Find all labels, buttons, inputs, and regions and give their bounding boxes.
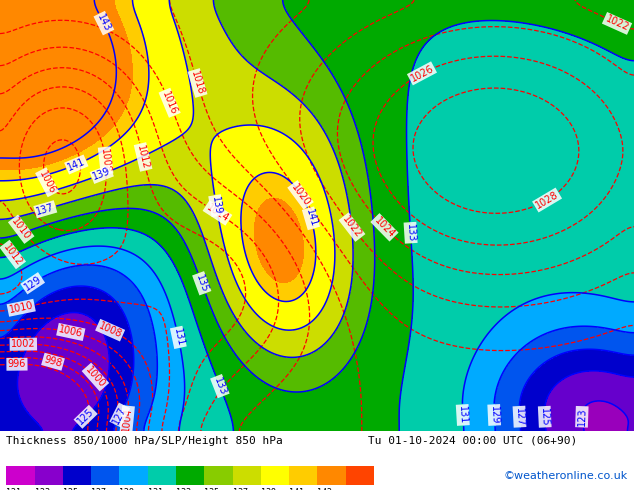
Text: 998: 998 — [43, 354, 63, 369]
Text: 123: 123 — [35, 488, 49, 490]
Bar — [91, 466, 119, 485]
Text: 131: 131 — [148, 488, 163, 490]
Text: 1008: 1008 — [100, 148, 112, 173]
Text: ©weatheronline.co.uk: ©weatheronline.co.uk — [503, 471, 628, 481]
Text: 125: 125 — [75, 407, 96, 427]
Text: 129: 129 — [119, 488, 134, 490]
Text: 1006: 1006 — [58, 324, 84, 340]
Text: 996: 996 — [8, 359, 26, 369]
Text: 141: 141 — [304, 208, 318, 228]
Text: 1000: 1000 — [84, 365, 107, 390]
Bar — [233, 466, 261, 485]
Text: 1028: 1028 — [534, 190, 560, 211]
Text: 139: 139 — [210, 196, 223, 216]
Text: 1022: 1022 — [340, 214, 363, 240]
Bar — [63, 466, 91, 485]
Text: 1010: 1010 — [10, 217, 32, 242]
Bar — [204, 466, 233, 485]
Text: 129: 129 — [22, 274, 43, 293]
Text: 142: 142 — [318, 488, 332, 490]
Text: 1016: 1016 — [160, 90, 179, 116]
Text: 137: 137 — [35, 202, 56, 217]
Bar — [35, 466, 63, 485]
Bar — [289, 466, 318, 485]
Text: 1012: 1012 — [1, 242, 24, 268]
Bar — [176, 466, 204, 485]
Text: 127: 127 — [91, 488, 107, 490]
Text: 133: 133 — [212, 376, 228, 396]
Text: 127: 127 — [514, 407, 525, 426]
Text: 1002: 1002 — [11, 339, 36, 349]
Text: 139: 139 — [91, 166, 112, 182]
Text: 1026: 1026 — [409, 63, 435, 84]
Text: 125: 125 — [540, 407, 550, 426]
Text: 1004: 1004 — [121, 407, 133, 432]
Text: 1024: 1024 — [372, 215, 397, 240]
Bar — [346, 466, 374, 485]
Bar — [261, 466, 289, 485]
Bar — [119, 466, 148, 485]
Text: 1014: 1014 — [204, 202, 231, 224]
Text: 121: 121 — [6, 488, 22, 490]
Text: 133: 133 — [405, 223, 416, 242]
Text: 125: 125 — [63, 488, 78, 490]
Text: 1010: 1010 — [8, 300, 34, 315]
Text: 143: 143 — [95, 13, 112, 33]
Text: 131: 131 — [457, 406, 469, 424]
Bar — [6, 466, 35, 485]
Text: 1018: 1018 — [189, 70, 206, 96]
Text: 135: 135 — [204, 488, 219, 490]
Bar — [318, 466, 346, 485]
Text: 1006: 1006 — [37, 169, 57, 196]
Text: 129: 129 — [489, 406, 500, 424]
Text: 123: 123 — [576, 407, 587, 426]
Text: 1008: 1008 — [97, 320, 124, 340]
Text: 127: 127 — [111, 404, 129, 425]
Bar — [148, 466, 176, 485]
Text: Thickness 850/1000 hPa/SLP/Height 850 hPa: Thickness 850/1000 hPa/SLP/Height 850 hP… — [6, 436, 283, 446]
Text: 139: 139 — [261, 488, 276, 490]
Text: 141: 141 — [289, 488, 304, 490]
Text: 141: 141 — [66, 156, 87, 172]
Text: 131: 131 — [172, 327, 185, 347]
Text: 1020: 1020 — [289, 182, 312, 208]
Text: 137: 137 — [233, 488, 248, 490]
Text: 133: 133 — [176, 488, 191, 490]
Text: 1022: 1022 — [604, 14, 630, 33]
Text: 135: 135 — [194, 273, 210, 294]
Text: Tu 01-10-2024 00:00 UTC (06+90): Tu 01-10-2024 00:00 UTC (06+90) — [368, 436, 577, 446]
Text: 1012: 1012 — [136, 144, 151, 170]
